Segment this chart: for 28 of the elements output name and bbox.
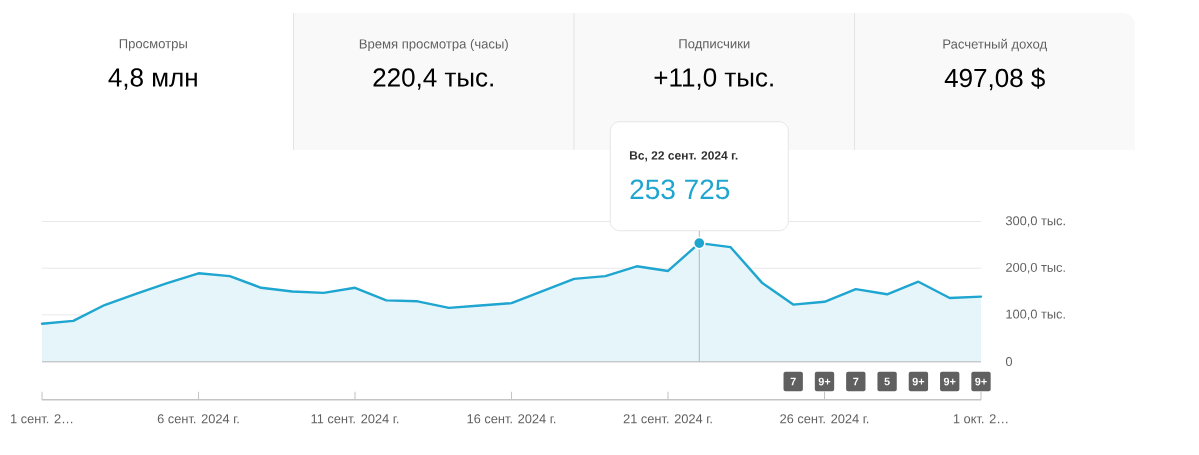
x-tick-label: 1 окт. 2…: [953, 414, 1008, 424]
x-tick-label: 26 сент. 2024 г.: [780, 414, 869, 424]
text: 9+: [943, 377, 956, 386]
text: 7: [853, 377, 859, 386]
text: 253 725: [630, 179, 730, 200]
y-tick-label: 100,0 тыс.: [1006, 309, 1065, 321]
text: Время просмотра (часы): [359, 38, 508, 52]
text: Расчетный доход: [943, 38, 1047, 52]
text: 497,08 $: [944, 67, 1045, 91]
text: 9+: [912, 377, 925, 386]
text: 7: [790, 377, 796, 386]
y-tick-label: 0: [1005, 356, 1013, 367]
text: 5: [884, 377, 890, 386]
text: 9+: [975, 377, 987, 386]
y-tick-label: 300,0 тыс.: [1005, 216, 1065, 227]
x-tick-label: 16 сент. 2024 г.: [467, 414, 556, 424]
text: Подписчики: [679, 39, 750, 51]
x-tick-label: 1 сент. 2…: [11, 414, 73, 424]
text: Вс, 22 сент. 2024 г.: [629, 151, 738, 162]
text: Просмотры: [119, 39, 187, 51]
y-tick-label: 200,0 тыс.: [1006, 262, 1065, 274]
x-tick-label: 21 сент. 2024 г.: [623, 414, 712, 424]
x-tick-label: 11 сент. 2024 г.: [311, 414, 399, 424]
text: 4,8 млн: [108, 68, 197, 90]
text: 9+: [818, 377, 831, 386]
text: 220,4 тыс.: [373, 68, 493, 90]
x-tick-label: 6 сент. 2024 г.: [157, 414, 239, 424]
text: +11,0 тыс.: [654, 68, 773, 90]
